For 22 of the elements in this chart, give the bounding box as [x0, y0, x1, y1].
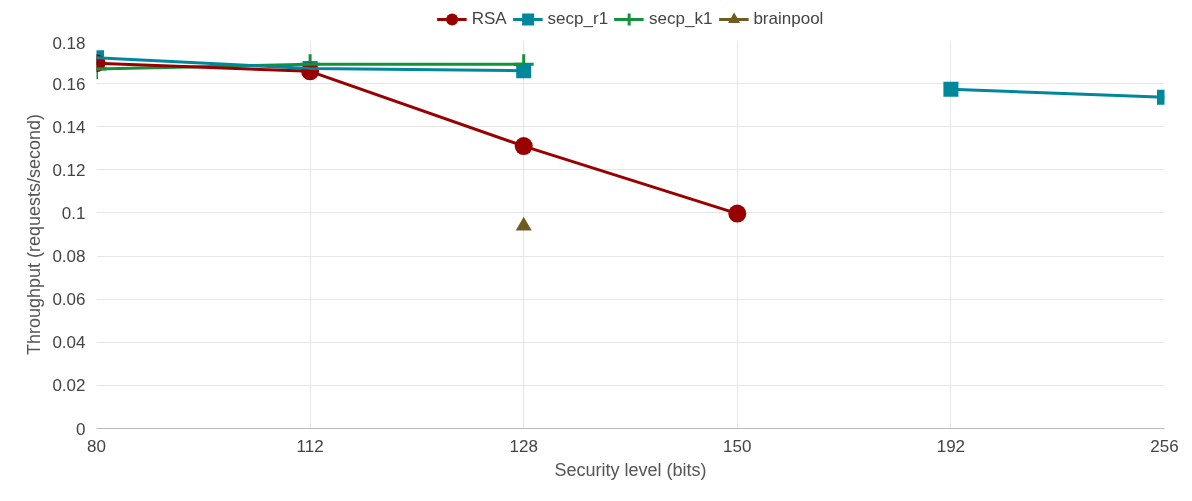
x-axis-title: Security level (bits) — [554, 459, 707, 480]
y-tick-label: 0.08 — [52, 247, 86, 267]
y-tick-label: 0.14 — [52, 117, 86, 137]
legend-label: secp_k1 — [649, 9, 713, 29]
y-tick-label: 0.16 — [52, 74, 86, 94]
y-axis-title: Throughput (requests/second) — [24, 113, 45, 356]
y-tick-label: 0.18 — [52, 33, 86, 53]
x-tick-label: 80 — [87, 436, 106, 456]
x-tick-label: 112 — [296, 436, 324, 456]
legend-label: RSA — [471, 9, 507, 29]
y-tick-label: 0 — [76, 419, 86, 439]
legend-label: secp_r1 — [547, 9, 609, 29]
y-tick-label: 0.1 — [61, 203, 86, 223]
y-tick-label: 0.02 — [52, 376, 86, 396]
y-tick-label: 0.06 — [52, 290, 86, 310]
x-tick-label: 150 — [723, 436, 752, 456]
y-tick-label: 0.04 — [52, 333, 86, 353]
y-tick-label: 0.12 — [52, 160, 86, 180]
x-tick-label: 256 — [1150, 436, 1179, 456]
x-tick-label: 192 — [936, 436, 966, 456]
legend-label: brainpool — [753, 9, 824, 29]
x-tick-label: 128 — [509, 436, 538, 456]
